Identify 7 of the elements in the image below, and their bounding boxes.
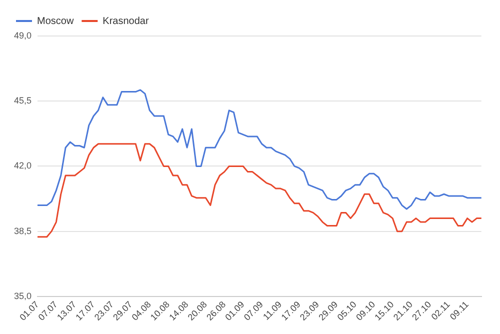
y-tick-label: 35,0: [14, 290, 32, 301]
y-tick-label: 42,0: [14, 160, 32, 171]
y-tick-label: 45,5: [14, 96, 32, 106]
y-tick-label: 49,0: [14, 30, 32, 40]
legend-label: Moscow: [37, 16, 74, 27]
legend-label: Krasnodar: [102, 16, 150, 27]
y-tick-label: 38,5: [14, 226, 32, 236]
